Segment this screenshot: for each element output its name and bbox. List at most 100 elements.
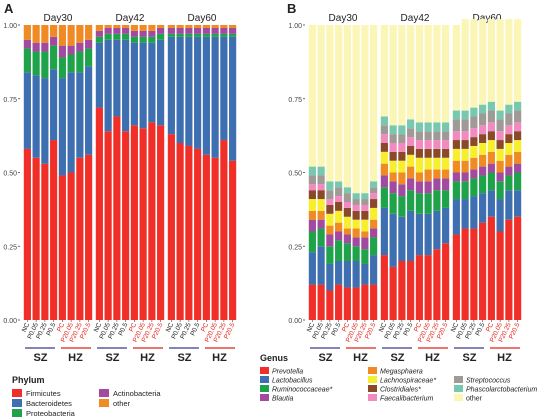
bar-segment: [308, 175, 316, 185]
bar-segment: [505, 113, 513, 126]
bar-segment: [335, 240, 343, 261]
bar-segment: [415, 157, 423, 173]
bar-segment: [505, 190, 513, 220]
bar-segment: [23, 72, 31, 149]
bar-segment: [389, 213, 397, 267]
bar-segment: [487, 140, 495, 152]
bar-segment: [41, 163, 49, 320]
bar-segment: [335, 202, 343, 211]
bar-segment: [202, 36, 210, 155]
bar-segment: [380, 175, 388, 188]
bar-segment: [122, 39, 130, 132]
bar-segment: [343, 234, 351, 244]
bar-segment: [505, 19, 513, 105]
x-tick-label: NC: [378, 322, 388, 334]
bar-segment: [23, 48, 31, 73]
bar-segment: [167, 134, 175, 320]
bar-segment: [452, 234, 460, 320]
bar-segment: [389, 125, 397, 135]
bar-segment: [505, 219, 513, 320]
y-tick-label: 1.00: [288, 23, 302, 30]
bar-segment: [317, 184, 325, 191]
bar-segment: [139, 25, 147, 31]
bar-segment: [470, 128, 478, 138]
x-tick-label: PC: [413, 322, 423, 333]
bar-segment: [479, 104, 487, 114]
facet-title: Day60: [473, 13, 502, 24]
legend-swatch: [368, 394, 377, 401]
bar-segment: [361, 219, 369, 232]
bar-segment: [496, 160, 504, 173]
bar-segment: [452, 110, 460, 120]
bar-segment: [76, 42, 84, 52]
legend-swatch: [368, 367, 377, 374]
bar-segment: [335, 231, 343, 241]
bar-segment: [185, 27, 193, 34]
bar-segment: [326, 199, 334, 205]
y-tick-label: 0.00: [288, 318, 302, 325]
bar-segment: [361, 204, 369, 211]
bar-segment: [326, 190, 334, 200]
bar-segment: [352, 261, 360, 288]
bar-segment: [308, 25, 316, 167]
legend-label: Firmicutes: [26, 389, 61, 398]
bar-segment: [308, 231, 316, 253]
bar-segment: [496, 231, 504, 320]
bar-segment: [58, 25, 66, 46]
bar-segment: [407, 154, 415, 167]
bar-segment: [335, 25, 343, 182]
x-tick-label: PC: [200, 322, 210, 333]
bar-segment: [23, 39, 31, 49]
panel-a: A0.000.250.500.751.00Day30NCP0.05P0.25P0…: [3, 1, 237, 364]
bar-segment: [398, 196, 406, 217]
bar-segment: [202, 27, 210, 34]
legend-label: other: [466, 396, 483, 403]
bar-segment: [452, 131, 460, 141]
bar-segment: [470, 107, 478, 117]
group-label: HZ: [497, 352, 512, 364]
bar-segment: [229, 160, 237, 320]
bar-segment: [352, 219, 360, 229]
bar-segment: [317, 228, 325, 247]
bar-segment: [343, 193, 351, 202]
bar-segment: [32, 42, 40, 52]
bar-segment: [76, 51, 84, 73]
bar-segment: [433, 140, 441, 149]
bar-segment: [352, 25, 360, 194]
bar-segment: [317, 210, 325, 220]
bar-segment: [139, 42, 147, 129]
bar-segment: [461, 160, 469, 173]
bar-segment: [433, 131, 441, 141]
bar-segment: [202, 154, 210, 320]
bar-segment: [470, 137, 478, 146]
bar-segment: [41, 51, 49, 79]
bar-segment: [433, 169, 441, 179]
bar-segment: [398, 134, 406, 143]
legend-title: Genus: [260, 353, 288, 363]
bar-segment: [67, 45, 75, 55]
bar-segment: [461, 110, 469, 120]
bar-segment: [398, 143, 406, 152]
bar-segment: [514, 131, 522, 141]
bar-segment: [122, 33, 130, 40]
bar-segment: [130, 30, 138, 37]
group-label: HZ: [353, 352, 368, 364]
bar-segment: [67, 25, 75, 46]
bar-segment: [380, 25, 388, 117]
bar-segment: [470, 19, 478, 108]
bar-segment: [370, 255, 378, 285]
bar-segment: [343, 25, 351, 188]
bar-segment: [398, 125, 406, 135]
bar-segment: [95, 36, 103, 43]
bar-segment: [479, 154, 487, 167]
bar-segment: [514, 19, 522, 102]
bar-segment: [470, 116, 478, 129]
bar-segment: [185, 33, 193, 37]
bar-segment: [352, 228, 360, 238]
bar-segment: [470, 178, 478, 197]
bar-segment: [370, 193, 378, 200]
legend-swatch: [260, 376, 269, 383]
bar-segment: [479, 222, 487, 320]
bar-segment: [496, 110, 504, 120]
bar-segment: [343, 207, 351, 217]
